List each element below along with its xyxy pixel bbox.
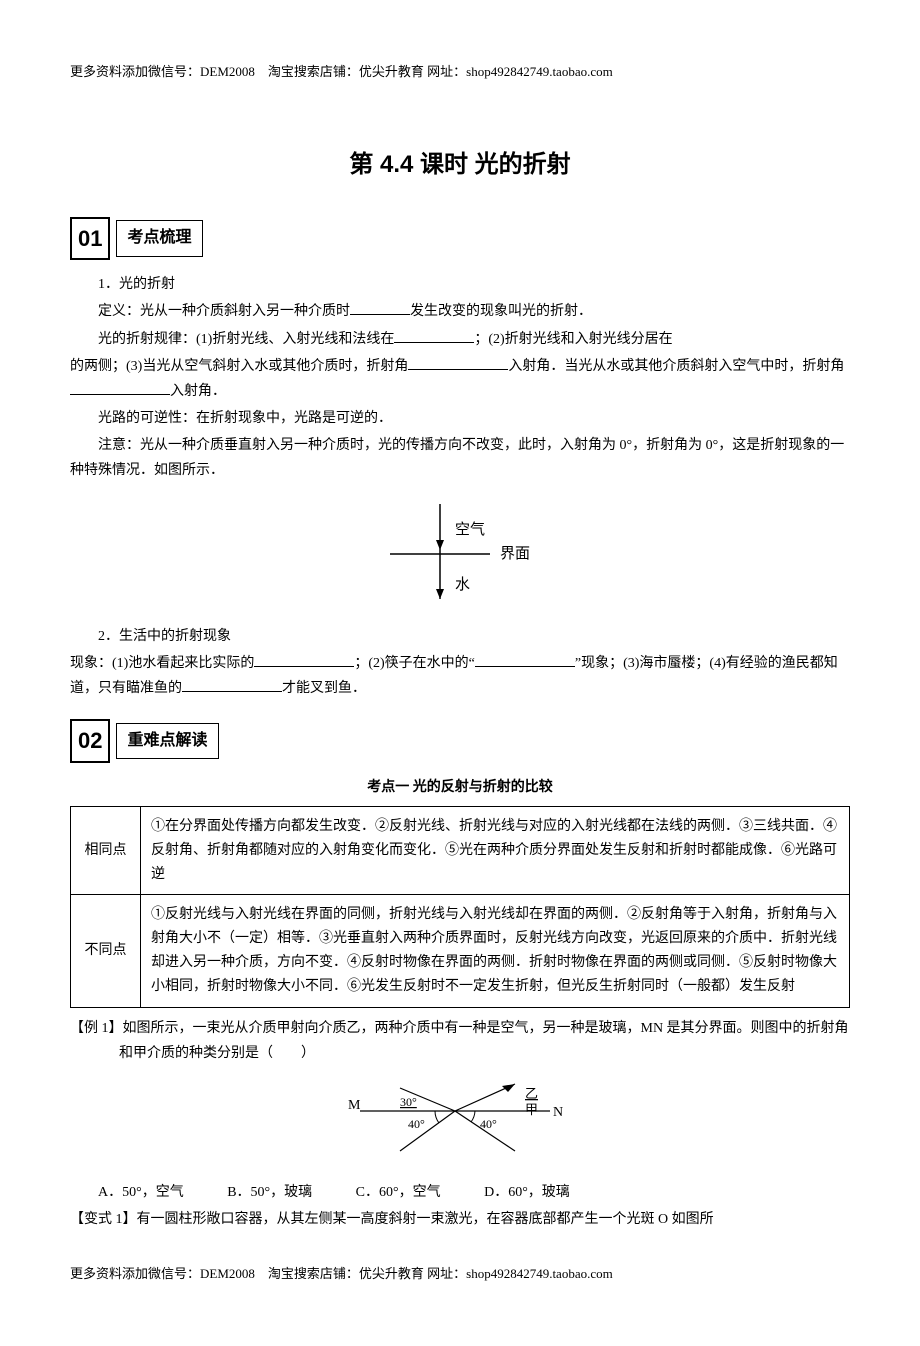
- rule-line: 光的折射规律：(1)折射光线、入射光线和法线在 ；(2)折射光线和入射光线分居在: [70, 327, 850, 352]
- definition-line: 定义：光从一种介质斜射入另一种介质时 发生改变的现象叫光的折射．: [70, 299, 850, 324]
- lesson-title: 第 4.4 课时 光的折射: [70, 143, 850, 186]
- section-num-01: 01: [70, 217, 110, 261]
- blank-fish: [182, 678, 282, 692]
- reversibility: 光路的可逆性：在折射现象中，光路是可逆的．: [70, 406, 850, 431]
- vertical-incidence-diagram: 空气 界面 水: [360, 494, 560, 614]
- def-post: 发生改变的现象叫光的折射．: [410, 304, 592, 319]
- rule-b: ；(2)折射光线和入射光线分居在: [474, 332, 672, 347]
- rule-e: 入射角．: [170, 384, 226, 399]
- rule-line-2: 的两侧；(3)当光从空气斜射入水或其他介质时，折射角 入射角．当光从水或其他介质斜…: [70, 354, 850, 404]
- label-yi: 乙: [525, 1086, 538, 1101]
- blank-chopstick: [475, 653, 575, 667]
- rule-a: 光的折射规律：(1)折射光线、入射光线和法线在: [98, 332, 394, 347]
- ph-d: 才能叉到鱼．: [282, 681, 366, 696]
- option-C: C．60°，空气: [356, 1180, 441, 1205]
- subtopic-1: 考点一 光的反射与折射的比较: [70, 775, 850, 800]
- page-header: 更多资料添加微信号：DEM2008 淘宝搜索店铺：优尖升教育 网址：shop49…: [70, 60, 850, 83]
- blank-angle2: [70, 381, 170, 395]
- section-01-header: 01 考点梳理: [70, 217, 850, 261]
- variant-1-label: 【变式 1】: [70, 1212, 137, 1227]
- blank-direction: [350, 301, 410, 315]
- rule-d: 入射角．当光从水或其他介质斜射入空气中时，折射角: [508, 359, 844, 374]
- def-pre: 定义：光从一种介质斜射入另一种介质时: [98, 304, 350, 319]
- example-1: 【例 1】如图所示，一束光从介质甲射向介质乙，两种介质中有一种是空气，另一种是玻…: [70, 1016, 850, 1066]
- variant-1: 【变式 1】有一圆柱形敞口容器，从其左侧某一高度斜射一束激光，在容器底部都产生一…: [70, 1207, 850, 1232]
- label-30: 30°: [400, 1095, 417, 1109]
- rule-c: 的两侧；(3)当光从空气斜射入水或其他介质时，折射角: [70, 359, 408, 374]
- label-M: M: [348, 1098, 361, 1113]
- option-B: B．50°，玻璃: [227, 1180, 312, 1205]
- section-label-01: 考点梳理: [116, 220, 202, 257]
- example-1-label: 【例 1】: [70, 1021, 123, 1036]
- label-40l: 40°: [408, 1117, 425, 1131]
- option-A: A．50°，空气: [98, 1180, 184, 1205]
- label-air: 空气: [455, 521, 485, 538]
- point-2-heading: 2．生活中的折射现象: [70, 624, 850, 649]
- comparison-table: 相同点 ①在分界面处传播方向都发生改变．②反射光线、折射光线与对应的入射光线都在…: [70, 806, 850, 1008]
- note-vertical: 注意：光从一种介质垂直射入另一种介质时，光的传播方向不改变，此时，入射角为 0°…: [70, 433, 850, 483]
- ph-a: 现象：(1)池水看起来比实际的: [70, 656, 254, 671]
- label-40r: 40°: [480, 1117, 497, 1131]
- row-body-same: ①在分界面处传播方向都发生改变．②反射光线、折射光线与对应的入射光线都在法线的两…: [141, 807, 850, 895]
- label-interface: 界面: [500, 546, 530, 562]
- ph-b: ；(2)筷子在水中的“: [354, 656, 475, 671]
- label-water: 水: [455, 576, 470, 593]
- option-D: D．60°，玻璃: [484, 1180, 570, 1205]
- section-label-02: 重难点解读: [116, 723, 218, 760]
- example-1-options: A．50°，空气 B．50°，玻璃 C．60°，空气 D．60°，玻璃: [98, 1180, 850, 1205]
- table-row: 不同点 ①反射光线与入射光线在界面的同侧，折射光线与入射光线却在界面的两侧．②反…: [71, 895, 850, 1007]
- label-jia: 甲: [525, 1102, 538, 1117]
- blank-pool: [254, 653, 354, 667]
- section-02-header: 02 重难点解读: [70, 719, 850, 763]
- row-head-same: 相同点: [71, 807, 141, 895]
- table-row: 相同点 ①在分界面处传播方向都发生改变．②反射光线、折射光线与对应的入射光线都在…: [71, 807, 850, 895]
- row-head-diff: 不同点: [71, 895, 141, 1007]
- section-num-02: 02: [70, 719, 110, 763]
- variant-1-text: 有一圆柱形敞口容器，从其左侧某一高度斜射一束激光，在容器底部都产生一个光斑 O …: [137, 1212, 714, 1227]
- blank-angle1: [408, 356, 508, 370]
- phenomena-line: 现象：(1)池水看起来比实际的；(2)筷子在水中的“”现象；(3)海市蜃楼；(4…: [70, 651, 850, 701]
- example-1-text: 如图所示，一束光从介质甲射向介质乙，两种介质中有一种是空气，另一种是玻璃，MN …: [119, 1021, 849, 1061]
- blank-plane: [394, 329, 474, 343]
- label-N: N: [553, 1105, 563, 1120]
- point-1-heading: 1．光的折射: [70, 272, 850, 297]
- page-footer: 更多资料添加微信号：DEM2008 淘宝搜索店铺：优尖升教育 网址：shop49…: [70, 1262, 850, 1285]
- refraction-angle-diagram: M N 30° 40° 40° 乙 甲: [340, 1076, 580, 1166]
- row-body-diff: ①反射光线与入射光线在界面的同侧，折射光线与入射光线却在界面的两侧．②反射角等于…: [141, 895, 850, 1007]
